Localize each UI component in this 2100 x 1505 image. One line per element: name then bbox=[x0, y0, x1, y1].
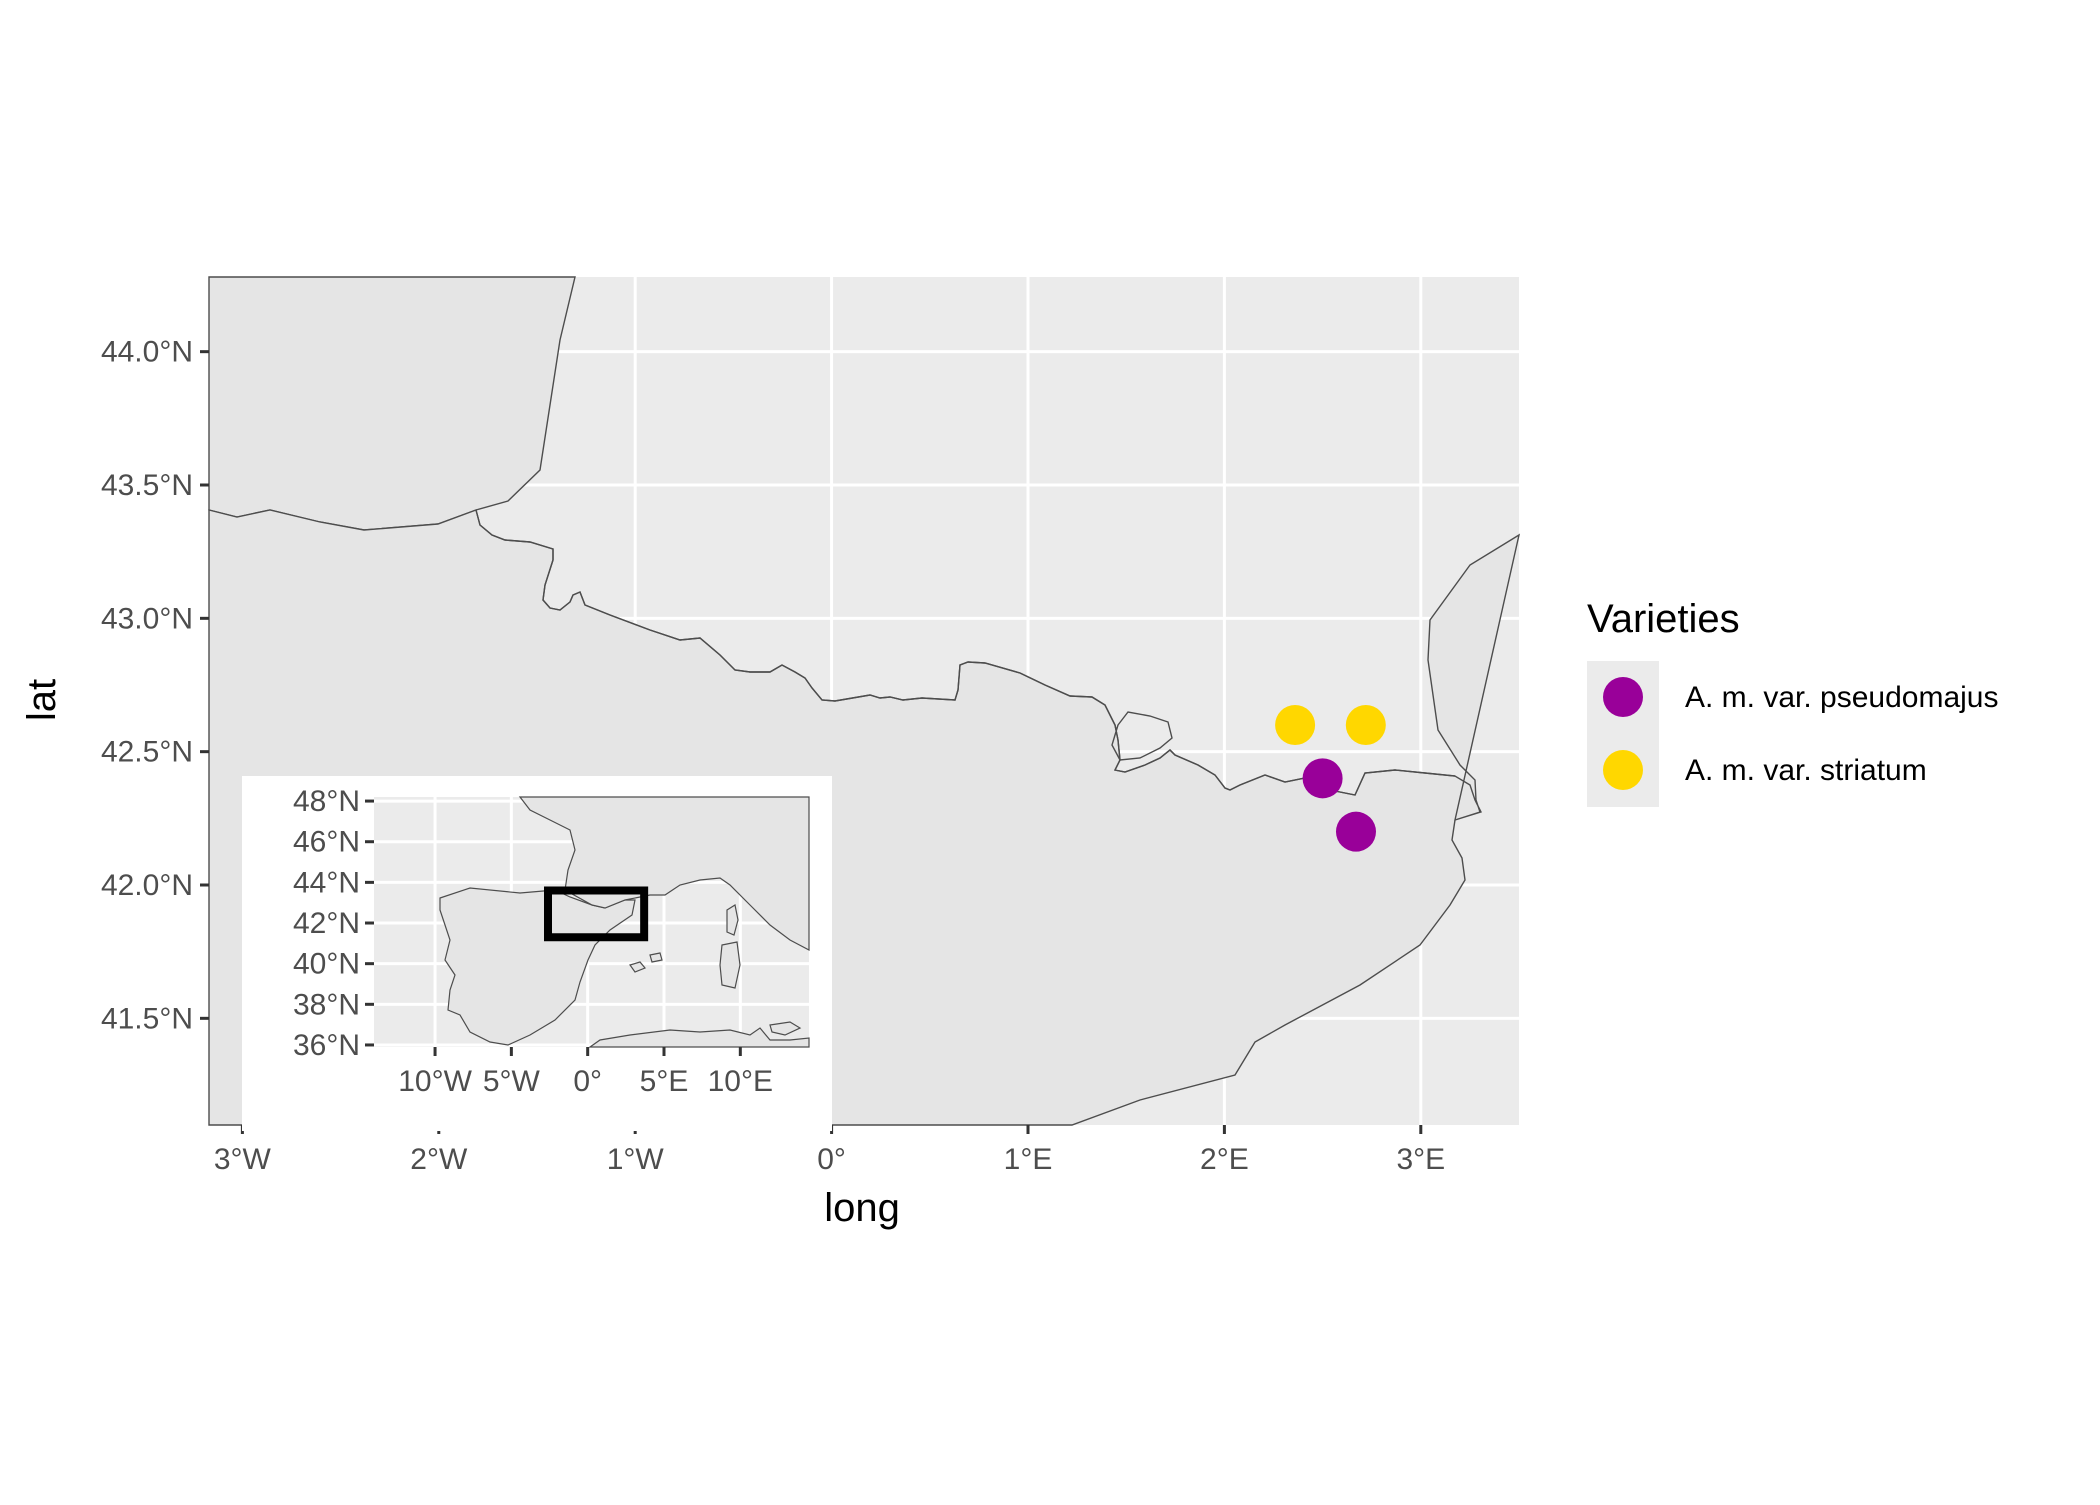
y-tick-label: 42.5°N bbox=[101, 736, 193, 769]
x-tick-label: 2°W bbox=[410, 1143, 468, 1176]
legend-label: A. m. var. pseudomajus bbox=[1685, 681, 1998, 714]
x-axis: 3°W 2°W 1°W 0° 1°E 2°E 3°E bbox=[214, 1125, 1445, 1176]
y-tick-label: 42.0°N bbox=[101, 869, 193, 902]
legend: Varieties A. m. var. pseudomajus A. m. va… bbox=[1587, 597, 1998, 807]
inset-x-tick-label: 10°E bbox=[708, 1065, 773, 1098]
legend-label: A. m. var. striatum bbox=[1685, 754, 1927, 787]
inset-y-tick-label: 46°N bbox=[293, 826, 360, 859]
main-points bbox=[1275, 705, 1386, 852]
y-axis-title: lat bbox=[20, 679, 64, 721]
inset-y-tick-label: 42°N bbox=[293, 907, 360, 940]
x-axis-title: long bbox=[824, 1186, 900, 1230]
inset-y-tick-label: 44°N bbox=[293, 866, 360, 899]
andorra-border bbox=[1111, 711, 1173, 761]
x-tick-label: 2°E bbox=[1200, 1143, 1249, 1176]
inset-x-tick-label: 5°E bbox=[640, 1065, 689, 1098]
x-tick-label: 1°E bbox=[1004, 1143, 1053, 1176]
data-point bbox=[1302, 758, 1343, 799]
data-point bbox=[1335, 811, 1376, 852]
y-tick-label: 44.0°N bbox=[101, 336, 193, 369]
inset-sicily bbox=[769, 1021, 802, 1036]
data-point bbox=[1275, 705, 1316, 745]
y-tick-label: 43.5°N bbox=[101, 469, 193, 502]
inset-x-axis: 10°W 5°W 0° 5°E 10°E bbox=[398, 1047, 773, 1098]
inset-x-tick-label: 10°W bbox=[398, 1065, 472, 1098]
inset-map: 10°W 5°W 0° 5°E 10°E 36°N 38°N 40°N 42°N 44°N 46°… bbox=[242, 776, 832, 1131]
legend-key bbox=[1603, 677, 1643, 717]
inset-balearics bbox=[629, 952, 663, 973]
border-line bbox=[475, 509, 1456, 796]
data-point bbox=[1345, 705, 1386, 745]
x-tick-label: 3°W bbox=[214, 1143, 272, 1176]
inset-y-tick-label: 40°N bbox=[293, 948, 360, 981]
inset-y-axis: 36°N 38°N 40°N 42°N 44°N 46°N 48°N bbox=[293, 785, 374, 1062]
inset-iberia bbox=[439, 887, 636, 1046]
y-tick-label: 43.0°N bbox=[101, 602, 193, 635]
inset-x-tick-label: 0° bbox=[573, 1065, 602, 1098]
y-axis: 41.5°N 42.0°N 42.5°N 43.0°N 43.5°N 44.0°N bbox=[101, 336, 209, 1035]
inset-x-tick-label: 5°W bbox=[483, 1065, 541, 1098]
x-tick-label: 3°E bbox=[1396, 1143, 1445, 1176]
inset-africa bbox=[588, 1027, 810, 1048]
inset-extent-box bbox=[544, 886, 649, 942]
inset-corsica bbox=[726, 904, 739, 936]
x-tick-label: 0° bbox=[817, 1143, 846, 1176]
inset-y-tick-label: 48°N bbox=[293, 785, 360, 818]
inset-y-tick-label: 38°N bbox=[293, 988, 360, 1021]
inset-france-italy bbox=[518, 796, 810, 951]
inset-y-tick-label: 36°N bbox=[293, 1029, 360, 1062]
legend-key bbox=[1603, 750, 1643, 790]
inset-land bbox=[439, 796, 810, 1048]
legend-title: Varieties bbox=[1587, 597, 1740, 641]
y-tick-label: 41.5°N bbox=[101, 1002, 193, 1035]
inset-sardinia bbox=[719, 941, 741, 989]
x-tick-label: 1°W bbox=[607, 1143, 665, 1176]
